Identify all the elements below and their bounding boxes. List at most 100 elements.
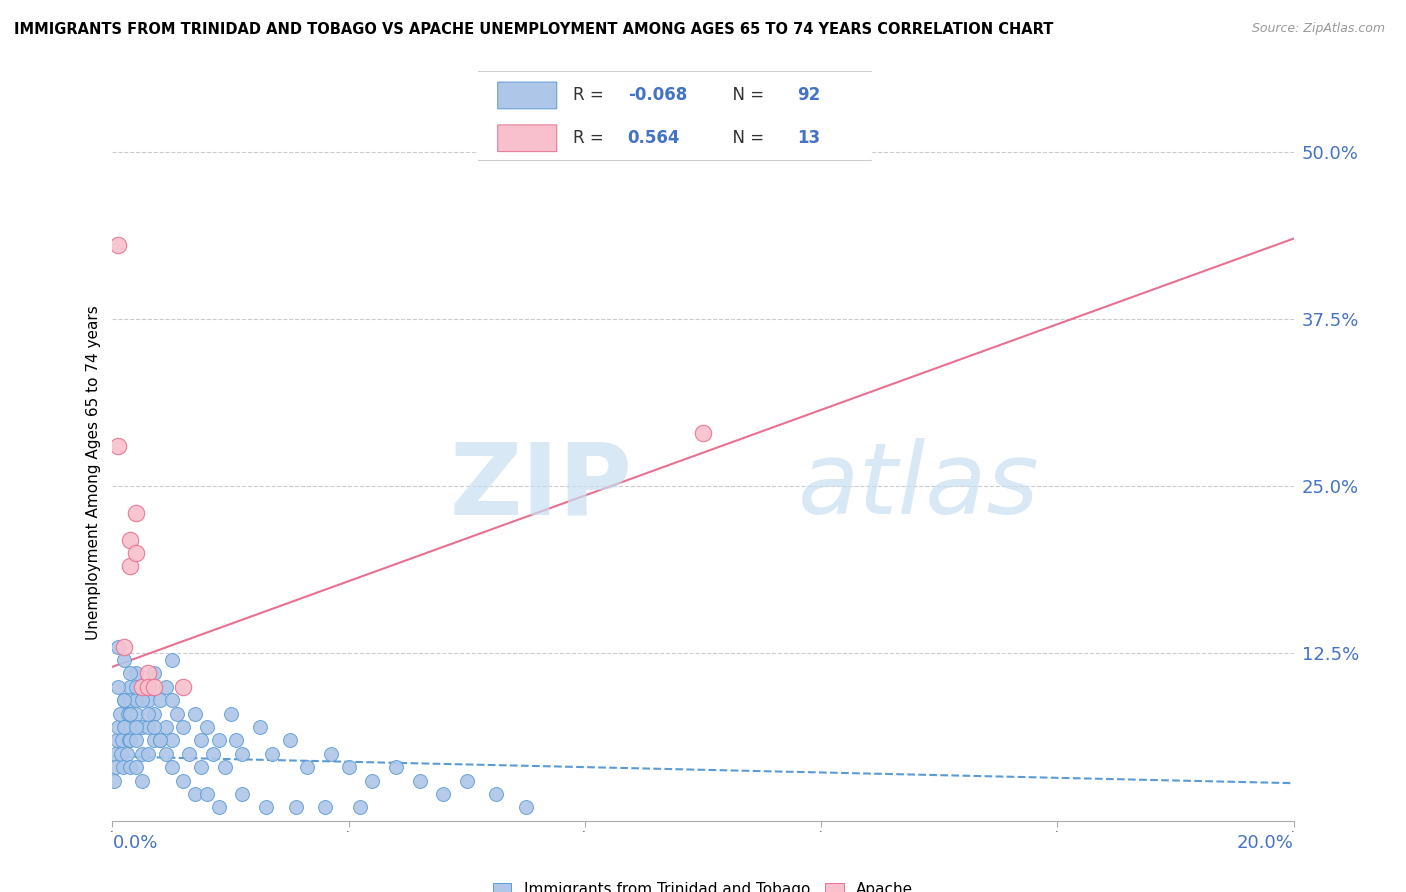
Point	[142, 666, 165, 681]
Point	[485, 787, 508, 801]
Point	[231, 747, 253, 761]
Point	[120, 533, 142, 547]
Text: R =: R =	[572, 129, 609, 147]
Point	[456, 773, 478, 788]
Point	[190, 760, 212, 774]
Point	[297, 760, 319, 774]
Point	[219, 706, 242, 721]
Point	[184, 706, 207, 721]
Text: 20.0%: 20.0%	[1237, 834, 1294, 852]
Point	[201, 747, 224, 761]
Point	[349, 800, 371, 814]
Point	[120, 733, 142, 747]
Point	[184, 787, 207, 801]
Point	[125, 693, 148, 707]
Legend: Immigrants from Trinidad and Tobago, Apache: Immigrants from Trinidad and Tobago, Apa…	[486, 876, 920, 892]
Point	[179, 747, 201, 761]
Point	[120, 720, 142, 734]
Point	[284, 800, 307, 814]
Point	[692, 425, 714, 440]
Point	[103, 773, 125, 788]
Point	[155, 680, 177, 694]
Point	[125, 546, 148, 560]
Point	[114, 720, 136, 734]
Point	[117, 706, 139, 721]
FancyBboxPatch shape	[498, 82, 557, 109]
Point	[112, 640, 135, 654]
Point	[107, 238, 129, 252]
Point	[385, 760, 408, 774]
Point	[107, 439, 129, 453]
FancyBboxPatch shape	[474, 71, 876, 161]
Point	[515, 800, 537, 814]
Point	[208, 800, 231, 814]
Point	[105, 760, 128, 774]
Point	[104, 747, 127, 761]
Point	[278, 733, 301, 747]
Point	[107, 640, 129, 654]
Text: ZIP: ZIP	[450, 438, 633, 535]
Point	[107, 720, 129, 734]
Point	[172, 680, 194, 694]
Point	[319, 747, 342, 761]
Point	[118, 733, 141, 747]
Point	[160, 760, 183, 774]
Point	[172, 773, 194, 788]
Text: N =: N =	[723, 87, 769, 104]
Point	[136, 680, 159, 694]
Point	[314, 800, 336, 814]
Text: Source: ZipAtlas.com: Source: ZipAtlas.com	[1251, 22, 1385, 36]
Point	[112, 653, 135, 667]
Point	[120, 706, 142, 721]
Point	[125, 706, 148, 721]
Point	[149, 733, 172, 747]
Text: N =: N =	[723, 129, 769, 147]
Point	[160, 733, 183, 747]
Point	[131, 693, 153, 707]
Text: R =: R =	[572, 87, 609, 104]
Point	[112, 760, 135, 774]
Point	[120, 666, 142, 681]
Point	[131, 747, 153, 761]
Point	[125, 733, 148, 747]
Point	[125, 720, 148, 734]
Point	[166, 706, 188, 721]
Point	[120, 706, 142, 721]
Point	[120, 693, 142, 707]
Point	[125, 506, 148, 520]
Text: 0.564: 0.564	[627, 129, 681, 147]
Point	[111, 733, 134, 747]
Text: atlas: atlas	[797, 438, 1039, 535]
Point	[195, 720, 218, 734]
Point	[107, 680, 129, 694]
Point	[142, 706, 165, 721]
Point	[112, 720, 135, 734]
Point	[408, 773, 430, 788]
Point	[195, 787, 218, 801]
Point	[142, 720, 165, 734]
Point	[337, 760, 360, 774]
Text: 13: 13	[797, 129, 820, 147]
Point	[160, 693, 183, 707]
Point	[214, 760, 236, 774]
Point	[131, 720, 153, 734]
Point	[432, 787, 454, 801]
Text: 92: 92	[797, 87, 820, 104]
Point	[105, 733, 128, 747]
Point	[131, 680, 153, 694]
FancyBboxPatch shape	[498, 125, 557, 152]
Point	[142, 680, 165, 694]
Point	[115, 747, 138, 761]
Point	[110, 747, 132, 761]
Point	[172, 720, 194, 734]
Point	[136, 666, 159, 681]
Point	[125, 760, 148, 774]
Point	[125, 666, 148, 681]
Point	[120, 760, 142, 774]
Point	[249, 720, 271, 734]
Point	[136, 706, 159, 721]
Point	[160, 653, 183, 667]
Text: 0.0%: 0.0%	[112, 834, 157, 852]
Point	[254, 800, 277, 814]
Y-axis label: Unemployment Among Ages 65 to 74 years: Unemployment Among Ages 65 to 74 years	[86, 305, 101, 640]
